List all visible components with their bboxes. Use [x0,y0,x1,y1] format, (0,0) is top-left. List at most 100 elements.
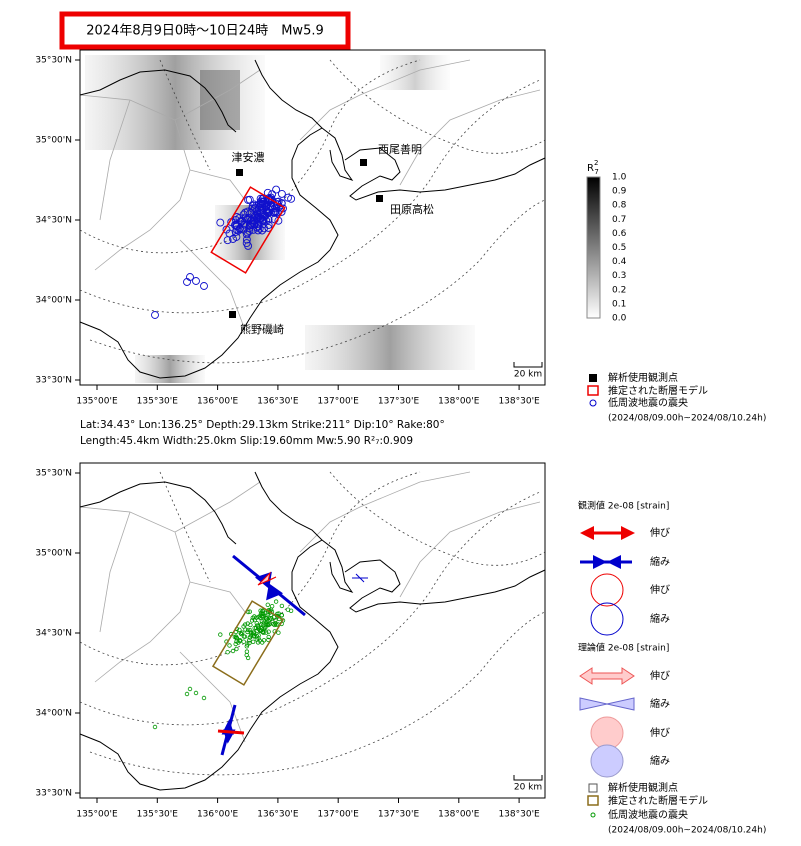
r2-shade [200,70,240,130]
station [236,169,243,176]
station [360,159,367,166]
station-label: 熊野磯崎 [240,322,284,336]
lat-label: 33°30'N [35,789,72,799]
epicenter [258,608,263,613]
colorbar-tick: 1.0 [612,173,627,183]
scale-label: 20 km [514,370,542,380]
epicenter [245,621,250,626]
lon-label: 138°00'E [438,397,480,407]
epicenter [265,602,270,607]
epicenter [243,207,252,216]
station-label: 田原高松 [390,202,434,216]
legend-circle [590,602,624,636]
epicenter [151,311,159,319]
epicenter [266,203,275,212]
lon-label: 138°30'E [498,810,540,820]
epicenter [248,630,254,635]
epicenter [271,204,280,213]
station [376,195,383,202]
legend-fault [587,795,599,806]
legend-period: (2024/08/09.00h~2024/08/10.24h) [608,826,766,836]
legend-label: 縮み [650,555,670,568]
epicenter [273,200,282,209]
epicenter [247,609,252,614]
epicenter [247,216,256,225]
legend-circle [590,573,624,607]
title-box [59,11,351,50]
epicenter [244,649,250,654]
epicenter [251,634,257,639]
r2-shade [85,55,265,150]
fault-params: Lat:34.43° Lon:136.25° Depth:29.13km Str… [80,419,445,431]
epicenter [287,194,296,203]
lon-label: 136°30'E [257,397,299,407]
lon-label: 135°30'E [137,810,179,820]
epicenter [225,650,230,655]
lon-label: 136°00'E [197,397,239,407]
r2-shade [305,325,475,370]
epicenter [245,655,251,661]
lat-label: 34°30'N [35,216,72,226]
lat-label: 33°30'N [35,376,72,386]
epicenter [216,218,225,227]
lon-label: 135°00'E [76,397,118,407]
legend-title: 理論値 2e-08 [strain] [578,642,669,654]
epicenter [265,622,270,627]
epicenter [270,208,279,217]
epicenter [218,632,223,637]
lon-label: 136°00'E [197,810,239,820]
epicenter [279,603,285,609]
epicenter [245,627,251,633]
colorbar-title: R2 7 [587,159,599,176]
epicenter [255,213,264,222]
observed-strain [217,729,245,735]
legend-label: 縮み [650,754,670,767]
epicenter [234,646,239,652]
legend-label: 伸び [650,727,670,739]
legend-label: 低周波地震の震央 [608,808,688,821]
station-label: 津安濃 [232,150,265,164]
legend-station [589,374,597,382]
epicenter [266,634,271,640]
colorbar-tick: 0.0 [612,314,627,324]
colorbar-tick: 0.7 [612,215,626,225]
epicenter [258,611,264,616]
lat-label: 34°30'N [35,629,72,639]
epicenter [243,228,252,237]
observed-strain [352,573,368,583]
epicenter [229,235,237,243]
legend-label: 縮み [650,612,670,625]
epicenter [263,188,272,197]
epicenter [239,210,248,219]
title: 2024年8月9日0時～10日24時 Mw5.9 [86,24,324,39]
legend-label: 伸び [650,527,670,539]
theoretical-strain [257,571,277,586]
fault-model [210,186,286,274]
scale-bar [513,775,543,781]
epicenter [257,208,266,217]
colorbar-title-sub: 7 [594,168,598,176]
colorbar-title-sup: 2 [594,159,598,167]
map-frame [79,462,546,799]
lon-label: 138°30'E [498,397,540,407]
epicenter [269,604,275,609]
epicenter [232,213,241,221]
epicenter [277,189,286,198]
epicenter [256,636,261,641]
epicenter [232,634,238,640]
legend-title: 観測値 2e-08 [strain] [578,500,669,512]
legend-fault [587,385,599,396]
epicenter [245,227,254,236]
lon-label: 138°00'E [438,810,480,820]
station [229,311,236,318]
epicenter [260,224,268,233]
epicenter [230,648,236,654]
epicenter [266,629,271,634]
epicenter [273,621,278,626]
legend-label: 推定された断層モデル [608,794,708,807]
epicenter [249,618,255,623]
epicenter [273,599,279,604]
legend-station [588,783,598,793]
lat-label: 35°00'N [35,549,72,559]
